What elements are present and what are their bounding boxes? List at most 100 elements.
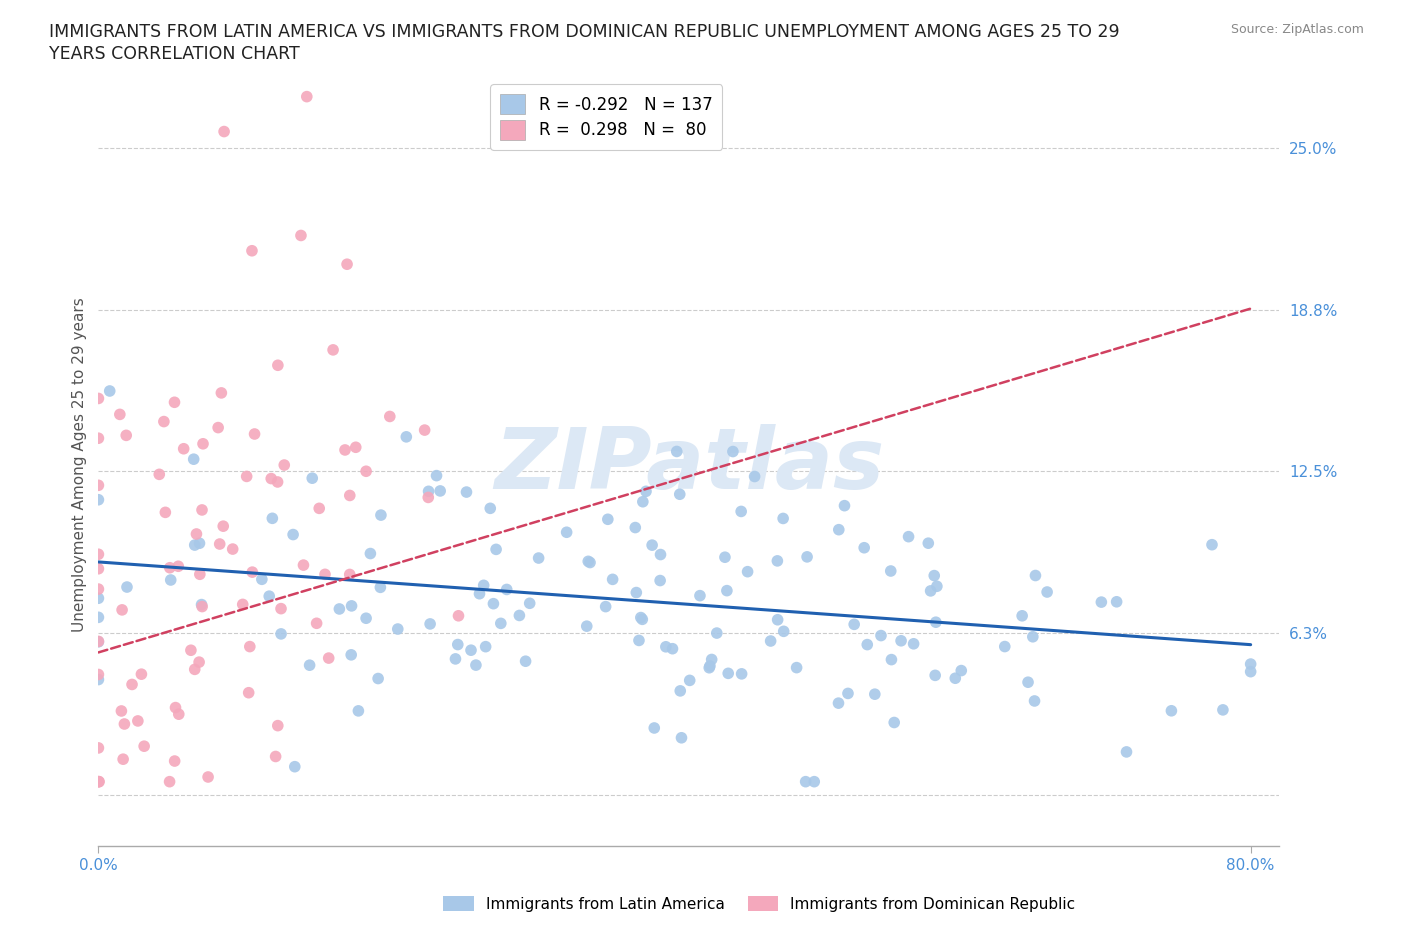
Point [333,443,356,458]
Point [1024,694,1046,709]
Point [631,494,654,509]
Point [250,572,273,587]
Point [305,616,328,631]
Point [273,458,295,472]
Point [419,617,441,631]
Point [167,559,190,574]
Point [208,537,231,551]
Point [87,775,110,790]
Point [191,599,214,614]
Point [188,655,211,670]
Point [87,478,110,493]
Point [1201,538,1223,552]
Point [387,621,409,636]
Point [87,775,110,790]
Point [579,555,602,570]
Point [267,718,290,733]
Point [180,643,202,658]
Point [163,753,186,768]
Point [716,583,738,598]
Point [495,582,517,597]
Point [575,618,598,633]
Point [87,634,110,649]
Point [266,474,288,489]
Point [669,684,692,698]
Point [650,547,672,562]
Point [87,547,110,562]
Point [925,578,948,593]
Point [828,523,851,538]
Point [1105,594,1128,609]
Point [699,658,721,673]
Point [803,775,825,790]
Point [87,610,110,625]
Point [527,551,550,565]
Point [159,573,181,588]
Point [184,662,207,677]
Point [87,775,110,790]
Point [920,583,942,598]
Point [418,490,440,505]
Point [1036,585,1059,600]
Point [155,505,177,520]
Point [257,589,280,604]
Point [191,436,214,451]
Point [328,602,350,617]
Point [634,484,657,498]
Point [354,611,377,626]
Point [924,668,946,683]
Point [665,444,688,458]
Point [367,671,389,686]
Point [340,647,363,662]
Point [222,541,245,556]
Point [772,624,794,639]
Point [262,511,284,525]
Point [626,585,648,600]
Point [766,612,789,627]
Point [508,608,530,623]
Point [827,696,849,711]
Point [87,667,110,682]
Point [650,573,672,588]
Point [270,601,292,616]
Point [429,484,451,498]
Point [159,560,181,575]
Point [515,654,537,669]
Point [235,469,257,484]
Point [188,536,211,551]
Point [209,385,232,400]
Point [853,540,876,555]
Point [238,685,260,700]
Point [370,580,392,595]
Point [418,484,440,498]
Point [922,568,945,583]
Point [943,671,966,685]
Point [134,738,156,753]
Point [284,759,307,774]
Point [759,633,782,648]
Point [596,512,619,526]
Point [890,633,912,648]
Point [98,383,121,398]
Point [308,501,330,516]
Point [243,427,266,442]
Point [359,546,381,561]
Point [87,672,110,687]
Point [314,567,336,582]
Point [111,603,134,618]
Point [794,775,817,790]
Point [207,420,229,435]
Point [474,639,496,654]
Point [264,749,287,764]
Point [883,715,905,730]
Point [87,581,110,596]
Point [186,526,208,541]
Point [1022,630,1045,644]
Point [796,550,818,565]
Point [167,707,190,722]
Text: YEARS CORRELATION CHART: YEARS CORRELATION CHART [49,45,299,62]
Point [347,703,370,718]
Point [472,578,495,592]
Point [295,89,318,104]
Point [671,730,693,745]
